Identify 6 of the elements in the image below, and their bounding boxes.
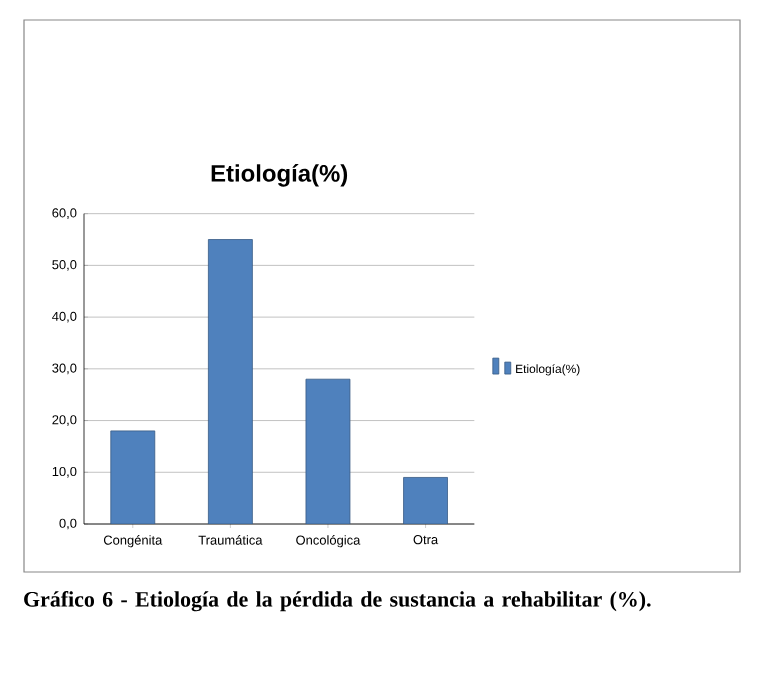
bar	[110, 430, 156, 524]
bar	[207, 239, 253, 524]
bar	[403, 477, 448, 524]
chart-title: Etiología(%)	[211, 164, 348, 187]
bar	[305, 378, 351, 524]
text: Gráfico 6 - Etiología de la pérdida de sustancia a rehabilitar (%).	[24, 591, 651, 612]
